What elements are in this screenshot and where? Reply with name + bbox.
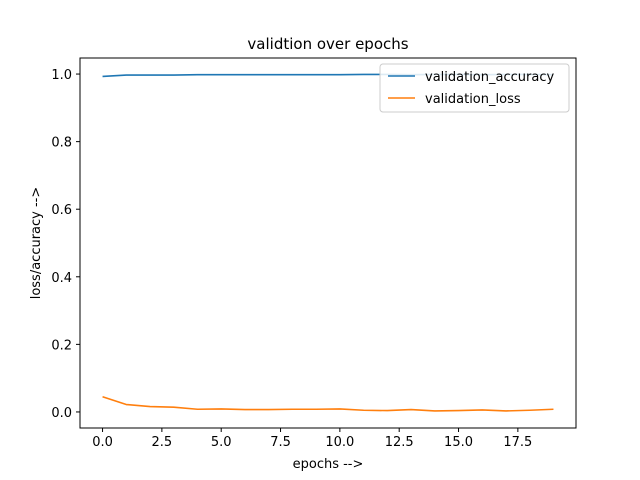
x-tick-label: 12.5 [385, 435, 414, 450]
series-line-validation-loss [102, 395, 554, 412]
x-tick-label: 0.0 [92, 435, 113, 450]
legend-label: validation_loss [425, 92, 521, 107]
y-axis-label: loss/accuracy --> [29, 187, 44, 300]
axis-ticks: 0.0 2.5 5.0 7.5 10.0 12.5 15.0 17.5 0.0 0.2 0.4 0.6… [51, 68, 532, 450]
x-tick-label: 5.0 [211, 435, 232, 450]
x-tick-label: 2.5 [152, 435, 173, 450]
legend-label: validation_accuracy [425, 70, 554, 85]
plot-frame [79, 57, 577, 429]
y-tick-label: 0.8 [51, 136, 72, 151]
x-tick-label: 7.5 [270, 435, 291, 450]
chart-title: validtion over epochs [247, 35, 408, 53]
y-tick-label: 0.4 [51, 271, 72, 286]
legend-box [379, 63, 570, 113]
y-tick-label: 0.0 [51, 406, 72, 421]
x-tick-label: 15.0 [444, 435, 473, 450]
y-tick-label: 0.6 [51, 203, 72, 218]
x-tick-label: 10.0 [325, 435, 354, 450]
y-tick-label: 0.2 [51, 338, 72, 353]
legend: validation_accuracy validation_loss [379, 63, 570, 113]
x-axis-label: epochs --> [293, 457, 364, 472]
x-tick-label: 17.5 [503, 435, 532, 450]
y-tick-label: 1.0 [51, 68, 72, 83]
